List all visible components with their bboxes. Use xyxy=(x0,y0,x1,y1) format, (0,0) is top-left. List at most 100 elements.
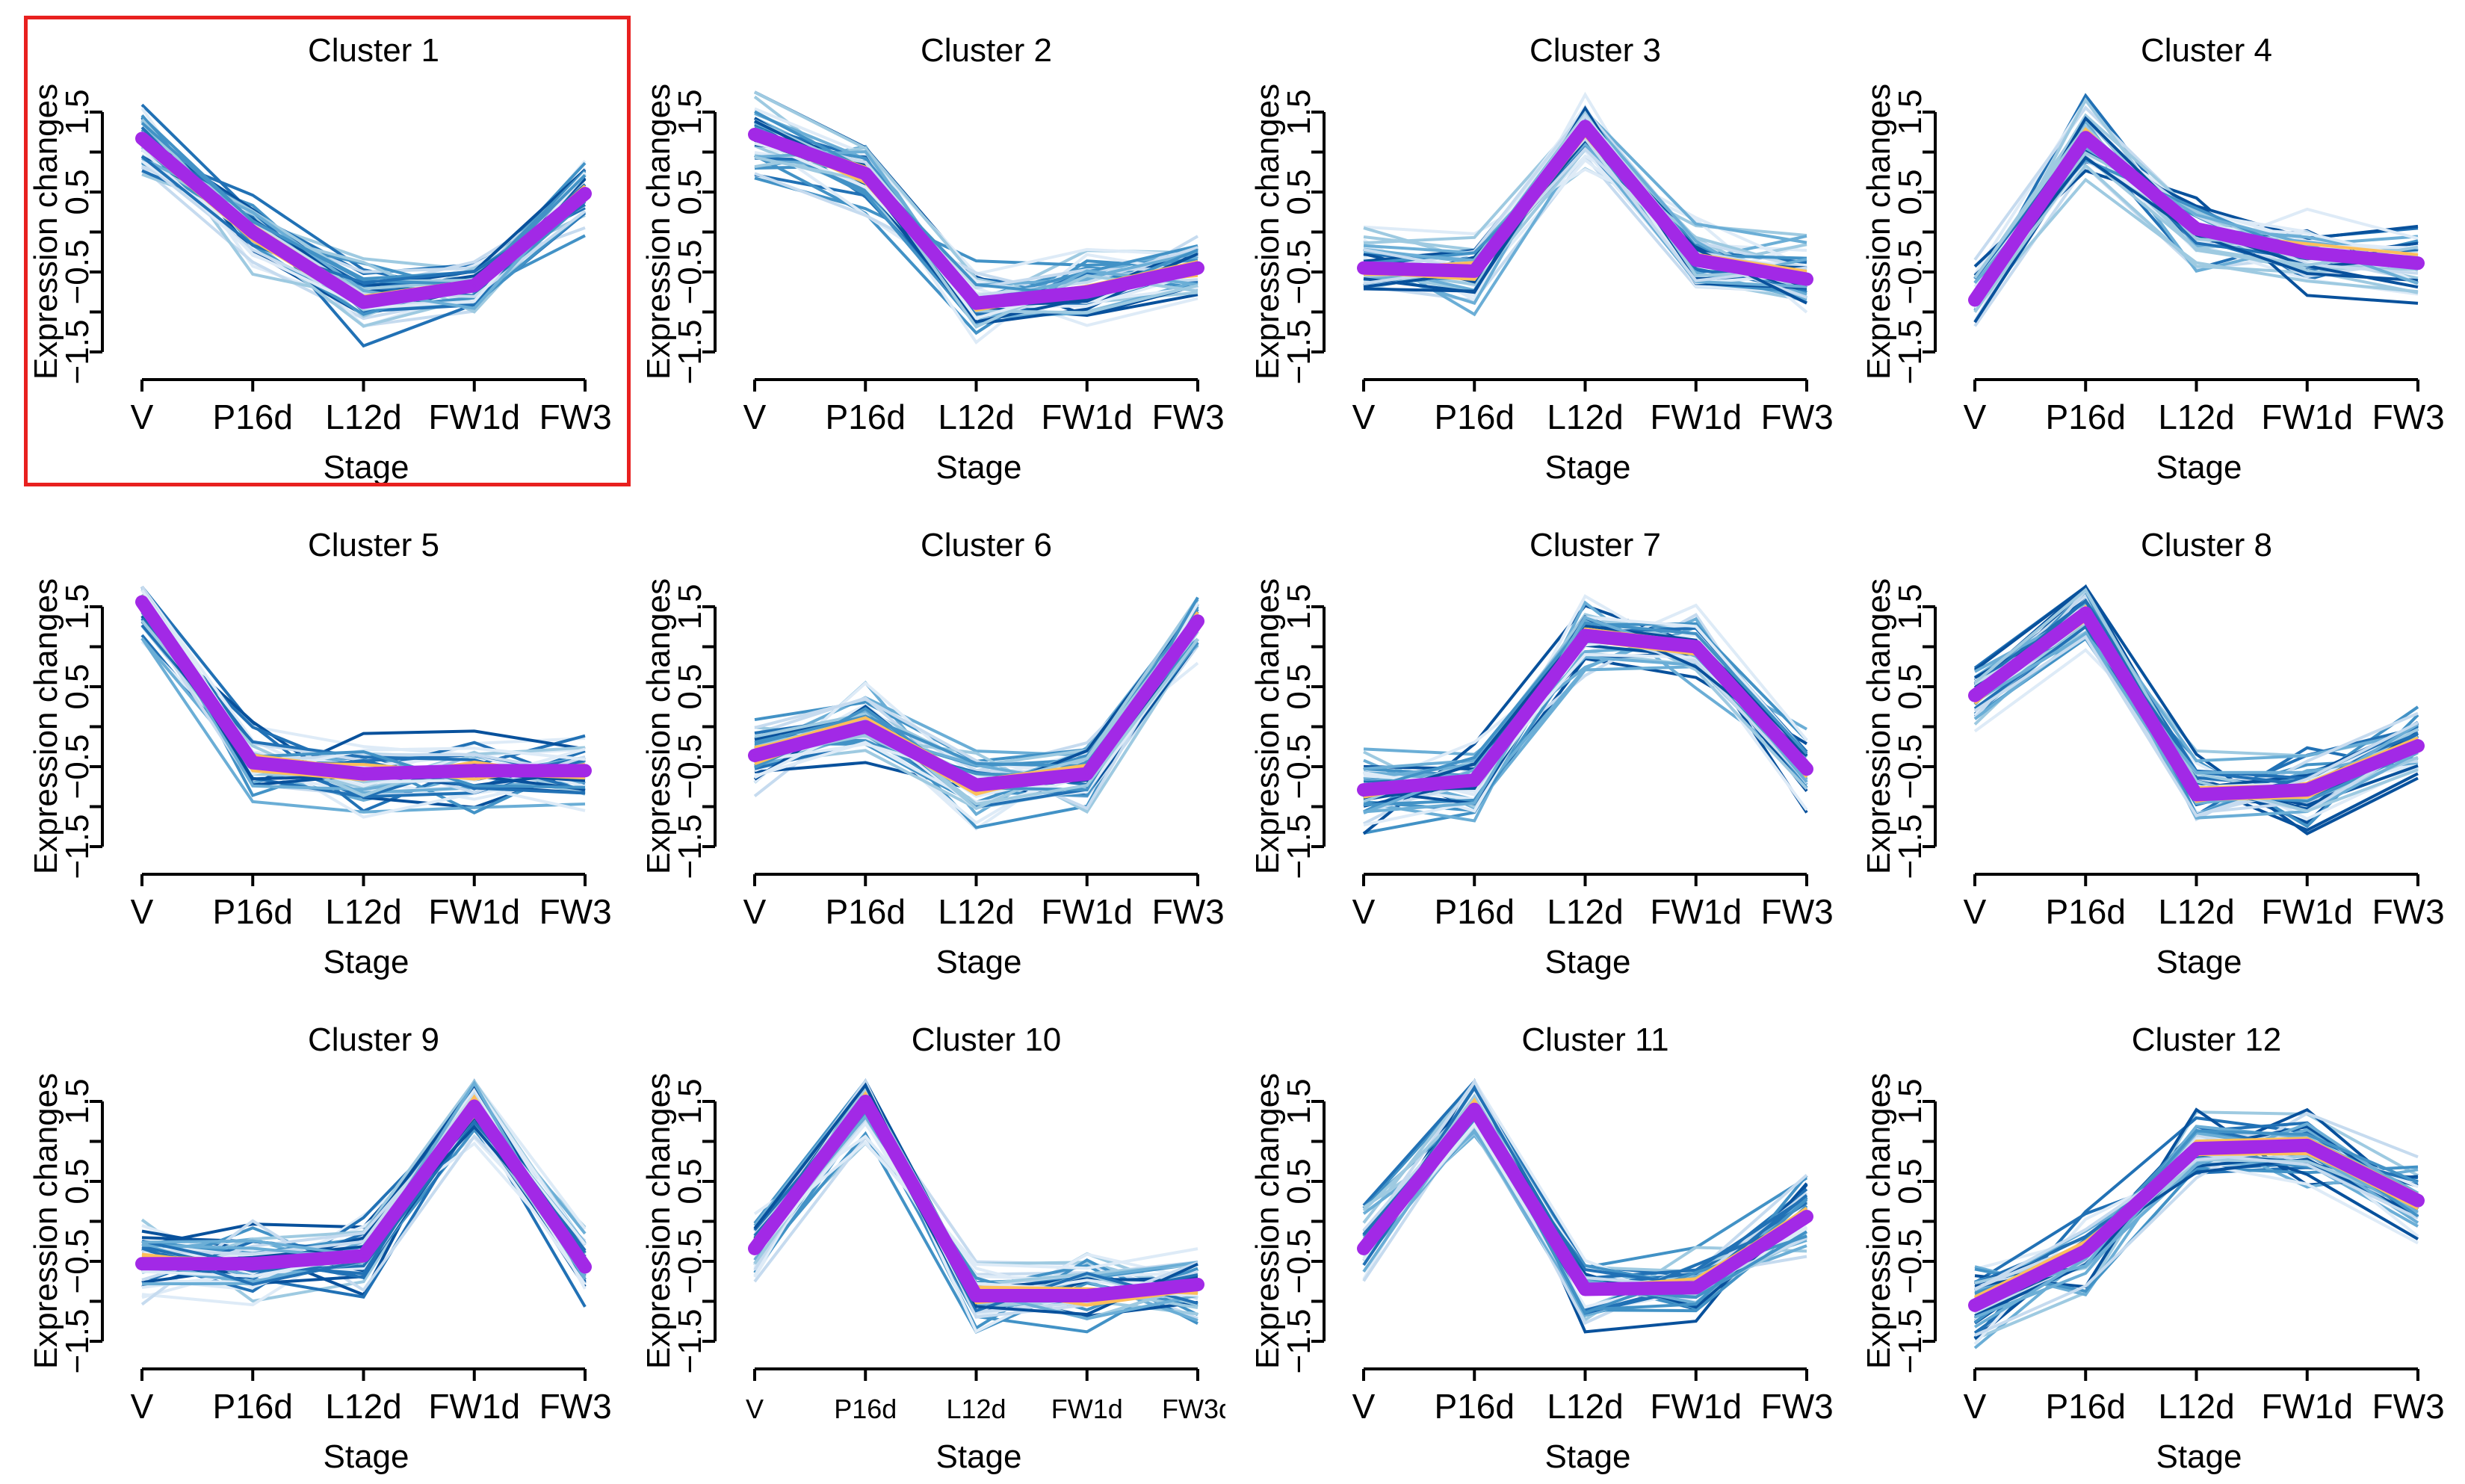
mean-point xyxy=(1085,772,1089,776)
mean-point xyxy=(1196,1283,1199,1287)
chart-title: Cluster 9 xyxy=(308,1021,439,1058)
chart-title: Cluster 10 xyxy=(912,1021,1062,1058)
mean-point xyxy=(1973,298,1976,302)
x-tick-label: V xyxy=(743,892,767,931)
cluster-panel-6: −1.5 −0.5 0.5 1.5 Expression changes V P16d L12… xyxy=(613,495,1225,989)
gene-profile-line xyxy=(754,619,1199,811)
x-tick-label: V xyxy=(131,1387,154,1426)
mean-point xyxy=(1473,269,1476,273)
mean-point xyxy=(2305,1143,2309,1147)
mean-point xyxy=(2305,788,2309,792)
x-tick-label: FW3d xyxy=(1152,398,1225,436)
x-tick-label: V xyxy=(131,398,154,436)
x-tick-label: V xyxy=(743,398,767,436)
mean-point xyxy=(1085,290,1089,294)
gene-profile-line xyxy=(754,596,1199,811)
y-tick-label: −1.5 xyxy=(672,320,708,385)
mean-point xyxy=(864,172,867,176)
x-tick-label: FW1d xyxy=(2261,1387,2353,1426)
mean-point xyxy=(362,1254,365,1258)
cluster-panel-12: −1.5 −0.5 0.5 1.5 Expression changes V P16d L12… xyxy=(1833,989,2446,1484)
y-tick-label: 0.5 xyxy=(1892,169,1929,214)
x-tick-label: V xyxy=(1964,892,1987,931)
y-tick-label: −0.5 xyxy=(59,735,96,800)
y-tick-label: 0.5 xyxy=(59,169,96,214)
mean-point xyxy=(2084,611,2088,615)
x-tick-label: P16d xyxy=(826,892,906,931)
chart-title: Cluster 1 xyxy=(308,32,439,69)
mean-profile-line xyxy=(135,595,592,781)
x-tick-label: L12d xyxy=(325,1387,401,1426)
mean-point xyxy=(584,1265,587,1269)
x-tick-label: P16d xyxy=(2046,1387,2126,1426)
y-tick-label: 1.5 xyxy=(1281,1078,1317,1124)
y-axis-label: Expression changes xyxy=(640,84,677,380)
cluster-panel-8: −1.5 −0.5 0.5 1.5 Expression changes V P16d L12… xyxy=(1833,495,2446,989)
x-tick-label: L12d xyxy=(938,398,1014,436)
x-tick-label: FW3d xyxy=(1162,1394,1225,1424)
mean-point xyxy=(1085,1294,1089,1298)
y-axis-label: Expression changes xyxy=(1249,578,1286,874)
gene-profile-line xyxy=(1973,177,2419,310)
chart-title: Cluster 6 xyxy=(921,527,1052,563)
mean-point xyxy=(1362,266,1365,270)
y-axis-label: Expression changes xyxy=(1861,578,1897,874)
mean-point xyxy=(864,1100,867,1103)
mean-point xyxy=(1973,1303,1976,1307)
x-tick-label: V xyxy=(1964,1387,1987,1426)
mean-point xyxy=(1473,1107,1476,1111)
mean-point xyxy=(1362,788,1365,792)
mean-point xyxy=(1196,619,1199,623)
x-tick-label: P16d xyxy=(2046,398,2126,436)
x-tick-label: FW1d xyxy=(1041,398,1133,436)
mean-point xyxy=(362,300,365,304)
chart-title: Cluster 11 xyxy=(1521,1021,1668,1058)
y-tick-label: 1.5 xyxy=(59,584,96,629)
y-axis-label: Expression changes xyxy=(28,1073,64,1369)
x-axis-label: Stage xyxy=(2156,944,2242,980)
x-tick-label: FW1d xyxy=(2261,398,2353,436)
mean-point xyxy=(1362,1246,1365,1250)
chart-title: Cluster 8 xyxy=(2141,527,2272,563)
y-tick-label: 0.5 xyxy=(59,664,96,709)
gene-profiles xyxy=(140,1078,587,1308)
x-tick-label: L12d xyxy=(938,892,1014,931)
x-axis-label: Stage xyxy=(936,944,1022,980)
x-tick-label: FW1d xyxy=(1650,892,1742,931)
x-tick-label: FW1d xyxy=(428,398,520,436)
x-tick-label: FW1d xyxy=(428,1387,520,1426)
x-tick-label: FW1d xyxy=(1650,398,1742,436)
x-tick-label: FW3d xyxy=(1152,892,1225,931)
y-tick-label: −0.5 xyxy=(1281,240,1317,305)
mean-point xyxy=(1583,125,1587,129)
x-tick-label: L12d xyxy=(2158,1387,2234,1426)
x-axis-label: Stage xyxy=(1545,449,1631,486)
x-axis-label: Stage xyxy=(936,1438,1022,1475)
x-tick-label: FW1d xyxy=(428,892,520,931)
mean-point xyxy=(2195,1147,2198,1151)
mean-point xyxy=(1583,634,1587,637)
mean-point xyxy=(251,761,255,764)
y-tick-label: 0.5 xyxy=(1281,169,1317,214)
y-axis-label: Expression changes xyxy=(640,1073,677,1369)
x-tick-label: FW1d xyxy=(1051,1394,1123,1424)
y-tick-label: 1.5 xyxy=(1892,584,1929,629)
x-tick-label: V xyxy=(746,1394,764,1424)
cluster-panel-7: −1.5 −0.5 0.5 1.5 Expression changes V P16d L12… xyxy=(1222,495,1834,989)
x-axis-label: Stage xyxy=(324,944,409,980)
gene-profile-line xyxy=(754,90,1199,304)
x-tick-label: L12d xyxy=(325,892,401,931)
y-tick-label: −1.5 xyxy=(1281,320,1317,385)
y-tick-label: −1.5 xyxy=(59,814,96,879)
gene-profile-line xyxy=(1363,141,1807,288)
y-tick-label: 1.5 xyxy=(1892,1078,1929,1124)
y-tick-label: 1.5 xyxy=(59,89,96,135)
mean-point xyxy=(753,754,756,758)
